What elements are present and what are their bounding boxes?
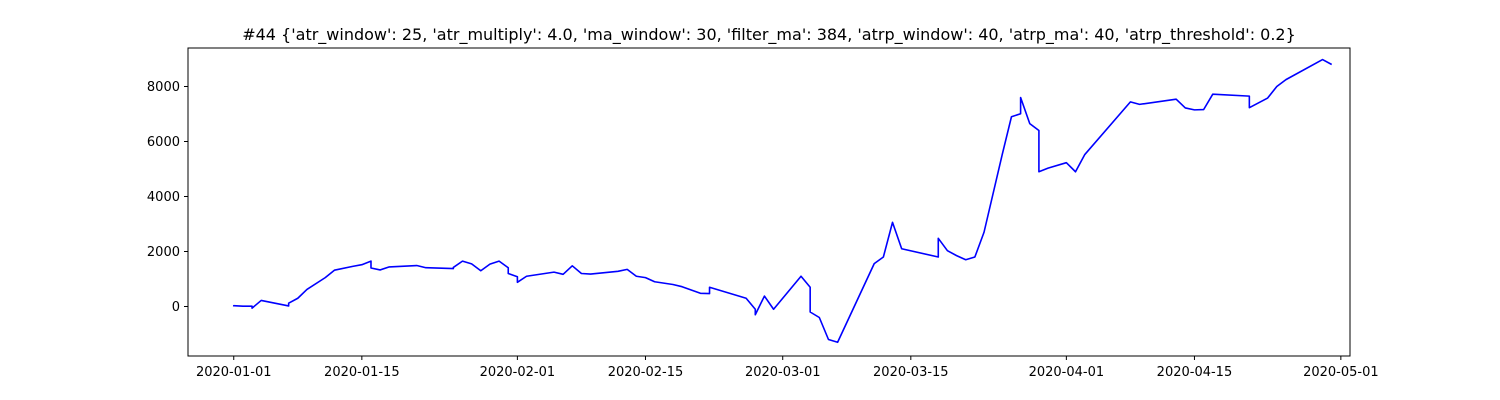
chart-title: #44 {'atr_window': 25, 'atr_multiply': 4… [242, 25, 1296, 45]
plot-area [187, 47, 1351, 357]
x-tick-label: 2020-04-15 [1157, 365, 1233, 380]
x-axis: 2020-01-01 2020-01-15 2020-02-01 2020-02-15… [196, 356, 1379, 380]
y-tick-label: 0 [172, 300, 180, 315]
x-tick-label: 2020-05-01 [1303, 365, 1379, 380]
y-tick-label: 4000 [147, 190, 180, 205]
x-tick-label: 2020-02-15 [608, 365, 684, 380]
y-axis: 0 2000 4000 6000 8000 [147, 80, 188, 315]
x-tick-label: 2020-02-01 [480, 365, 556, 380]
y-tick-label: 8000 [147, 80, 180, 95]
x-tick-label: 2020-03-15 [873, 365, 949, 380]
x-tick-label: 2020-01-01 [196, 365, 272, 380]
equity-series-line [232, 58, 1333, 344]
y-tick-label: 2000 [147, 245, 180, 260]
plot-frame [187, 47, 1351, 357]
y-tick-label: 6000 [147, 135, 180, 150]
x-tick-label: 2020-01-15 [324, 365, 400, 380]
x-tick-label: 2020-03-01 [745, 365, 821, 380]
series-layer [232, 58, 1333, 344]
x-tick-label: 2020-04-01 [1029, 365, 1105, 380]
